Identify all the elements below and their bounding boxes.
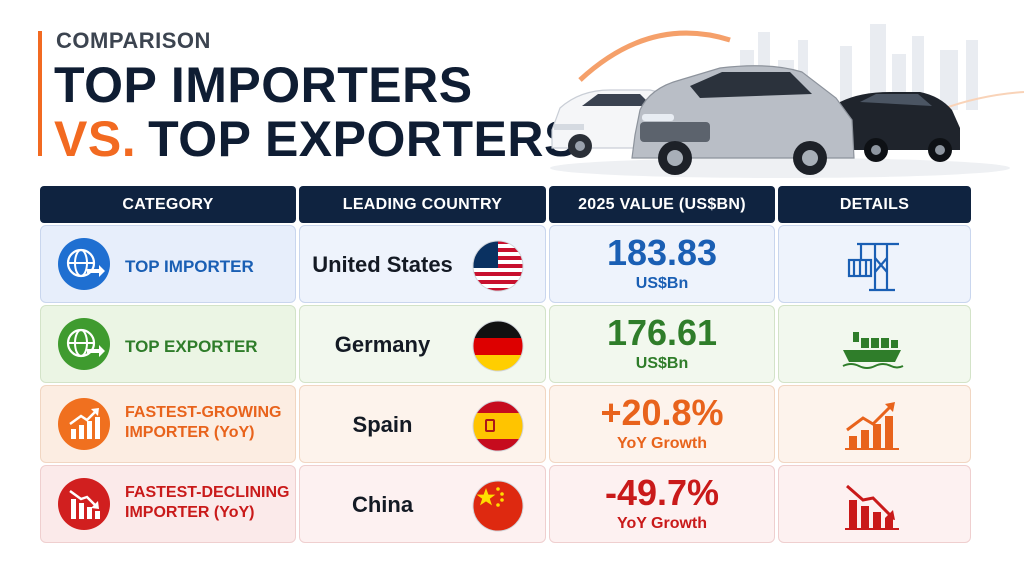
country-cell: Germany: [299, 305, 546, 383]
port-crane-icon: [847, 242, 899, 292]
value-cell: +20.8% YoY Growth: [549, 385, 775, 463]
value-cell: 176.61 US$Bn: [549, 305, 775, 383]
us-flag-icon: [472, 240, 524, 292]
details-cell: [778, 305, 971, 383]
table-header-row: CATEGORY LEADING COUNTRY 2025 VALUE (US$…: [40, 186, 972, 223]
country-cell: China: [299, 465, 546, 543]
header-category: CATEGORY: [40, 186, 296, 223]
country-name: United States: [312, 252, 453, 277]
category-label: TOP IMPORTER: [125, 257, 254, 276]
country-name: Germany: [334, 332, 431, 357]
value-unit: YoY Growth: [616, 515, 708, 532]
table-row: FASTEST-DECLINING IMPORTER (YoY) China -…: [40, 465, 972, 543]
eyebrow-label: COMPARISON: [56, 28, 211, 53]
details-cell: [778, 225, 971, 303]
category-label: FASTEST-GROWING IMPORTER (YoY): [125, 403, 281, 443]
header-value: 2025 VALUE (US$BN): [549, 186, 775, 223]
value-unit: US$Bn: [635, 275, 689, 292]
country-name: Spain: [352, 412, 413, 437]
country-cell: Spain: [299, 385, 546, 463]
category-label-line2: IMPORTER (YoY): [125, 504, 255, 521]
globe-arrow-icon: [58, 318, 110, 370]
value-cell: 183.83 US$Bn: [549, 225, 775, 303]
table-row: FASTEST-GROWING IMPORTER (YoY) Spain +2: [40, 385, 972, 463]
chart-up-icon: [845, 402, 899, 450]
category-cell: TOP EXPORTER: [40, 305, 296, 383]
cargo-ship-icon: [842, 332, 904, 369]
spain-flag-icon: [472, 400, 524, 452]
category-label: FASTEST-DECLINING IMPORTER (YoY): [125, 483, 289, 523]
page-title-line1: TOP IMPORTERS: [54, 57, 473, 113]
hero-header: COMPARISON TOP IMPORTERS VS. TOP EXPORTER…: [0, 0, 1024, 185]
value-figure: +20.8%: [600, 392, 724, 433]
accent-bar: [38, 31, 42, 156]
title-line2-text: TOP EXPORTERS: [148, 111, 578, 167]
table-row: TOP IMPORTER United States 183.83 U: [40, 225, 972, 303]
category-label-line1: FASTEST-DECLINING: [125, 484, 290, 501]
category-label: TOP EXPORTER: [125, 337, 258, 356]
header-leading-country: LEADING COUNTRY: [299, 186, 546, 223]
value-cell: -49.7% YoY Growth: [549, 465, 775, 543]
value-figure: 176.61: [606, 312, 718, 353]
category-label-line1: FASTEST-GROWING: [125, 404, 282, 421]
globe-arrow-icon: [58, 238, 110, 290]
country-cell: United States: [299, 225, 546, 303]
chart-down-icon: [58, 478, 110, 530]
chart-down-icon: [845, 484, 899, 530]
chart-up-icon: [58, 398, 110, 450]
germany-flag-icon: [472, 320, 524, 372]
china-flag-icon: [472, 480, 524, 532]
header-details: DETAILS: [778, 186, 971, 223]
comparison-table: CATEGORY LEADING COUNTRY 2025 VALUE (US$…: [40, 186, 972, 543]
value-unit: US$Bn: [635, 355, 689, 372]
category-cell: FASTEST-DECLINING IMPORTER (YoY): [40, 465, 296, 543]
page-title-line2: VS. TOP EXPORTERS: [54, 114, 578, 164]
country-name: China: [351, 492, 414, 517]
title-vs: VS.: [54, 111, 137, 167]
cars-illustration: [550, 24, 1024, 178]
category-cell: FASTEST-GROWING IMPORTER (YoY): [40, 385, 296, 463]
details-cell: [778, 385, 971, 463]
table-row: TOP EXPORTER Germany 176.61 US$Bn: [40, 305, 972, 383]
category-cell: TOP IMPORTER: [40, 225, 296, 303]
details-cell: [778, 465, 971, 543]
value-figure: 183.83: [606, 232, 718, 273]
value-figure: -49.7%: [604, 472, 720, 513]
value-unit: YoY Growth: [616, 435, 708, 452]
category-label-line2: IMPORTER (YoY): [125, 424, 255, 441]
